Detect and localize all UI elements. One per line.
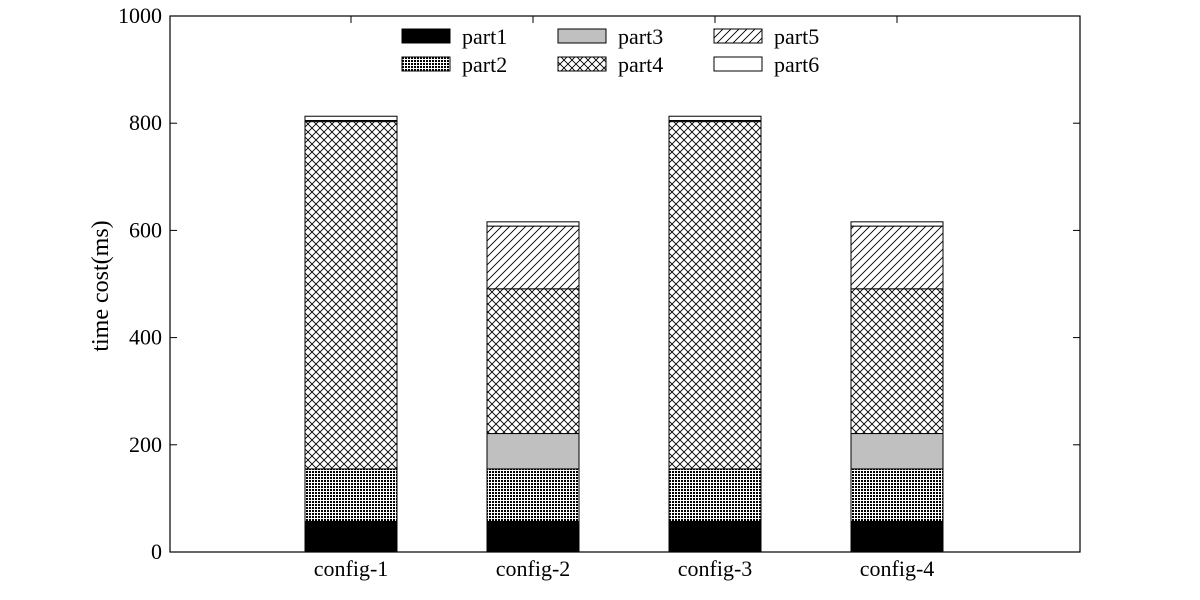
y-axis-label: time cost(ms) [88,220,114,351]
bar-segment-config-2-part3 [486,433,580,470]
bar-segment-config-2-part5 [486,225,580,290]
legend-label-part1: part1 [462,24,507,49]
legend-swatch-part4 [557,56,607,72]
y-tick-label: 200 [129,432,162,457]
y-tick-label: 400 [129,325,162,350]
x-tick-label: config-1 [314,556,389,581]
x-tick-label: config-4 [860,556,935,581]
bar-segment-config-3-part4 [668,121,762,470]
bar-segment-config-2-part2 [486,468,580,522]
axes-layer: config-1 config-2 config-3 config-4 0 200 400 6… [118,3,1081,581]
bar-segment-config-1-part6 [304,115,398,122]
bar-segment-config-3-part2 [668,468,762,522]
y-tick-label: 600 [129,217,162,242]
bar-segment-config-4-part6 [850,221,944,227]
y-tick-label: 1000 [118,3,162,28]
legend-label-part4: part4 [618,52,663,77]
bar-segment-config-4-part2 [850,468,944,522]
bar-segment-config-2-part6 [486,221,580,227]
legend-label-part6: part6 [774,52,819,77]
legend-swatch-part2 [401,56,451,72]
bar-segment-config-1-part2 [304,468,398,522]
legend-label-part2: part2 [462,52,507,77]
y-tick-label: 800 [129,110,162,135]
bars-layer [304,115,944,553]
bar-segment-config-4-part3 [850,433,944,470]
plot-frame [169,15,1081,553]
bar-segment-config-1-part4 [304,121,398,470]
x-tick-label: config-2 [496,556,571,581]
legend-swatch-part1 [401,28,451,44]
legend-label-part5: part5 [774,24,819,49]
legend-label-part3: part3 [618,24,663,49]
x-tick-label: config-3 [678,556,753,581]
legend-swatch-part6 [713,56,763,72]
legend: part1 part2 part3 part4 part5 part6 [401,24,819,77]
y-tick-label: 0 [151,539,162,564]
bar-segment-config-4-part5 [850,225,944,290]
bar-segment-config-3-part6 [668,115,762,122]
legend-swatch-part3 [557,28,607,44]
legend-swatch-part5 [713,28,763,44]
bar-segment-config-4-part4 [850,288,944,435]
bar-segment-config-2-part4 [486,288,580,435]
